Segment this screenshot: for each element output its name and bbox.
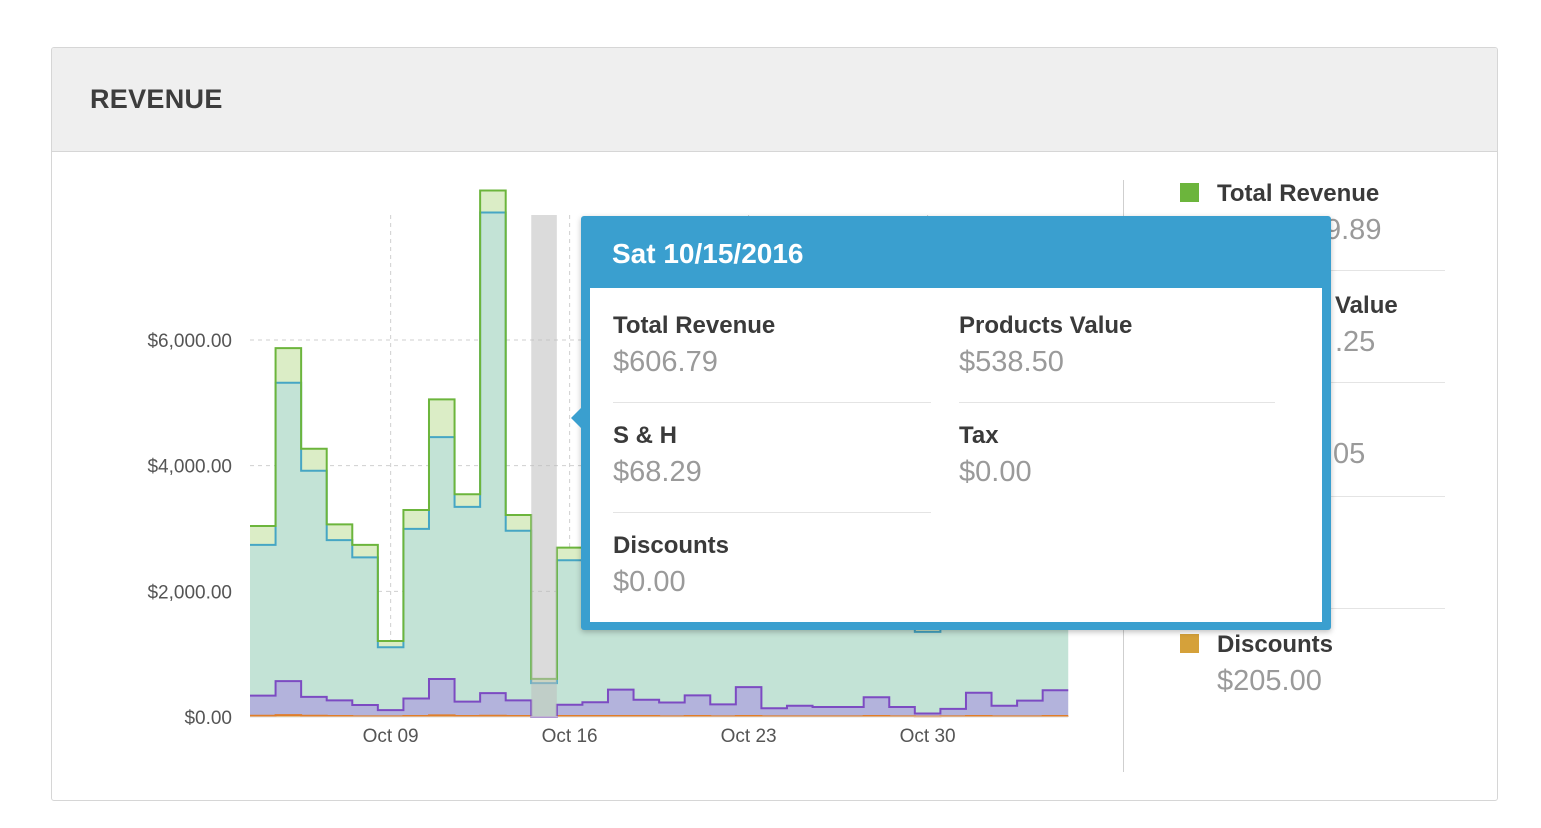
highlight-band <box>531 215 557 717</box>
tooltip-field-label: Total Revenue <box>613 312 776 339</box>
legend-value: 9.89 <box>1325 214 1382 246</box>
legend-value: 05 <box>1333 438 1366 470</box>
x-tick-label: Oct 16 <box>542 726 598 747</box>
legend-label: Value <box>1335 292 1398 319</box>
tooltip-field-label: Tax <box>959 422 999 449</box>
y-tick-label: $6,000.00 <box>147 331 232 352</box>
legend-value: .25 <box>1335 326 1376 358</box>
tooltip-field-value: $606.79 <box>613 346 718 378</box>
tooltip-field-label: Products Value <box>959 312 1133 339</box>
tooltip-field-tax: Tax $0.00 <box>959 422 1277 489</box>
tooltip-field-total-revenue: Total Revenue $606.79 <box>613 312 931 379</box>
x-tick-label: Oct 23 <box>721 726 777 747</box>
legend-swatch <box>1180 183 1199 202</box>
tooltip-field-s-and-h: S & H $68.29 <box>613 422 931 489</box>
tooltip-body: Total Revenue $606.79 Products Value $53… <box>590 288 1322 622</box>
y-tick-label: $4,000.00 <box>147 457 232 478</box>
tooltip-separator <box>959 402 1275 403</box>
legend-label: Total Revenue <box>1217 180 1380 207</box>
series-line-tax <box>250 677 1069 718</box>
tooltip-field-value: $538.50 <box>959 346 1064 378</box>
panel-header: REVENUE <box>52 48 1497 152</box>
tooltip-field-value: $0.00 <box>959 456 1032 488</box>
chart-tooltip: Sat 10/15/2016 Total Revenue $606.79 Pro… <box>571 216 1331 630</box>
tooltip-field-value: $0.00 <box>613 566 686 598</box>
tooltip-separator <box>613 402 931 403</box>
tooltip-field-products-value: Products Value $538.50 <box>959 312 1277 379</box>
tooltip-field-label: S & H <box>613 422 678 449</box>
tooltip-title: Sat 10/15/2016 <box>612 238 804 269</box>
panel-title: REVENUE <box>90 84 223 114</box>
tooltip-field-label: Discounts <box>613 532 730 559</box>
x-tick-label: Oct 09 <box>363 726 419 747</box>
legend-swatch <box>1180 634 1199 653</box>
legend-label: Discounts <box>1217 631 1334 658</box>
tooltip-field-value: $68.29 <box>613 456 702 488</box>
y-tick-label: $2,000.00 <box>147 582 232 603</box>
y-tick-label: $0.00 <box>184 708 232 729</box>
legend-value: $205.00 <box>1217 665 1322 697</box>
tooltip-field-discounts: Discounts $0.00 <box>613 532 931 599</box>
tooltip-arrow <box>571 408 581 428</box>
tooltip-separator <box>613 512 931 513</box>
x-tick-label: Oct 30 <box>900 726 956 747</box>
